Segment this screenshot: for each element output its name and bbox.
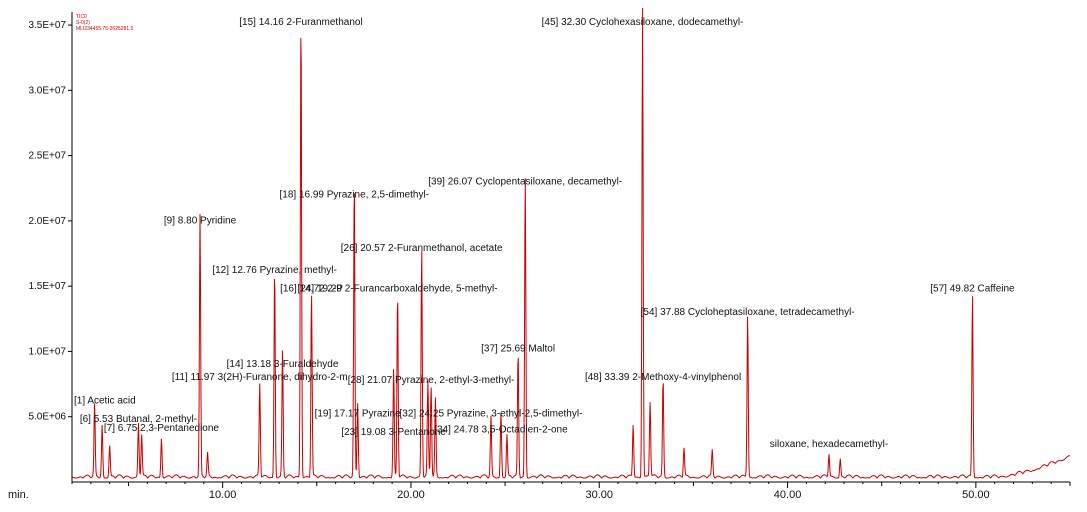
y-tick-label: 1.0E+07 [28,346,66,357]
peak-annotation: [11] 11.97 3(2H)-Furanone, dihydro-2-m [172,372,348,383]
peak-annotation: [54] 37.88 Cycloheptasiloxane, tetradeca… [641,307,855,318]
peak-annotation: [19] 17.17 Pyrazine [315,409,402,420]
y-tick-label: 2.5E+07 [28,151,66,162]
peak-annotation: [12] 12.76 Pyrazine, methyl- [212,265,337,276]
peak-annotation: [26] 20.57 2-Furanmethanol, acetate [341,243,503,254]
tic-trace-line [71,7,1071,479]
legend-line: MLI234455.75-2625281.5 [76,26,133,32]
peak-annotation: [39] 26.07 Cyclopentasiloxane, decamethy… [428,176,622,187]
peak-annotation: [24] 19.29 2-Furancarboxaldehyde, 5-meth… [298,283,498,294]
legend-line: TIC0 [76,14,87,20]
peak-annotation: [28] 21.07 Pyrazine, 2-ethyl-3-methyl- [348,375,515,386]
x-tick-label: 30.00 [585,489,613,501]
peak-annotation: [48] 33.39 2-Methoxy-4-vinylphenol [585,372,741,383]
peak-annotation: [7] 6.75 2,3-Pentanedione [104,423,220,434]
y-axis-ticks: 5.0E+06 1.0E+07 1.5E+07 2.0E+07 2.5E+07 3.0E+… [28,20,72,423]
peak-annotation: [23] 19.08 3-Pentanone [341,427,446,438]
x-tick-label: 40.00 [774,489,802,501]
peak-annotation: [14] 13.18 3-Furaldehyde [227,359,339,370]
x-tick-label: 10.00 [209,489,237,501]
peak-annotation: [37] 25.69 Maltol [481,343,555,354]
y-tick-label: 5.0E+06 [28,412,66,423]
peak-annotation: [45] 32.30 Cyclohexasiloxane, dodecameth… [542,17,744,28]
peak-annotation: [34] 24.78 3,5-Octadien-2-one [434,424,568,435]
peak-annotation: [9] 8.80 Pyridine [164,216,237,227]
x-axis-ticks: 10.00 20.00 30.00 40.00 50.00 [71,482,1071,501]
y-tick-label: 1.5E+07 [28,281,66,292]
y-tick-label: 3.0E+07 [28,85,66,96]
legend-line: S-0(2) [76,20,90,26]
x-axis-label: min. [8,489,29,501]
peak-annotation: [16] 14.72 2-P [280,283,343,294]
peak-annotation: [32] 24.25 Pyrazine, 3-ethyl-2,5-dimethy… [400,409,583,420]
peak-annotation: [1] Acetic acid [74,396,136,407]
y-tick-label: 2.0E+07 [28,216,66,227]
peak-annotation: [57] 49.82 Caffeine [930,283,1015,294]
peak-annotation: siloxane, hexadecamethyl- [770,439,888,450]
y-tick-label: 3.5E+07 [28,20,66,31]
peak-annotation: [6] 5.53 Butanal, 2-methyl- [80,414,197,425]
peak-annotation: [18] 16.99 Pyrazine, 2,5-dimethyl- [279,189,429,200]
x-tick-label: 20.00 [397,489,425,501]
x-tick-label: 50.00 [962,489,990,501]
peak-annotations: [15] 14.16 2-Furanmethanol [45] 32.30 Cyc… [74,17,1015,450]
peak-annotation: [15] 14.16 2-Furanmethanol [239,17,362,28]
